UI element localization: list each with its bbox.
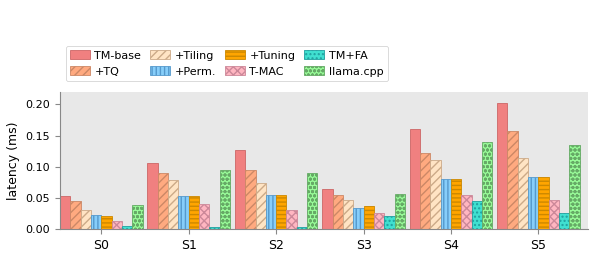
Bar <box>276 195 286 229</box>
Bar <box>158 173 168 229</box>
Bar <box>384 216 395 229</box>
Bar <box>70 201 80 229</box>
Bar <box>461 195 472 229</box>
Bar <box>569 145 580 229</box>
Bar <box>497 103 508 229</box>
Bar <box>538 177 549 229</box>
Bar <box>132 205 143 229</box>
Bar <box>91 215 101 229</box>
Bar <box>112 221 122 229</box>
Bar <box>60 196 70 229</box>
Bar <box>245 170 256 229</box>
Bar <box>168 180 178 229</box>
Bar <box>332 195 343 229</box>
Bar <box>410 129 420 229</box>
Bar <box>220 170 230 229</box>
Bar <box>420 153 430 229</box>
Bar <box>549 200 559 229</box>
Bar <box>322 189 332 229</box>
Bar <box>440 179 451 229</box>
Bar <box>430 160 440 229</box>
Bar <box>189 196 199 229</box>
Bar <box>235 150 245 229</box>
Bar <box>307 173 317 229</box>
Bar <box>364 206 374 229</box>
Bar <box>374 213 384 229</box>
Bar <box>178 196 189 229</box>
Bar <box>559 213 569 229</box>
Bar <box>395 194 405 229</box>
Bar <box>528 177 538 229</box>
Bar <box>80 210 91 229</box>
Bar <box>451 179 461 229</box>
Bar <box>286 210 297 229</box>
Bar <box>101 216 112 229</box>
Bar <box>122 226 132 229</box>
Bar <box>199 204 209 229</box>
Bar <box>297 227 307 229</box>
Bar <box>482 142 493 229</box>
Bar <box>472 201 482 229</box>
Bar <box>508 131 518 229</box>
Y-axis label: latency (ms): latency (ms) <box>7 121 20 200</box>
Bar <box>353 208 364 229</box>
Legend: TM-base, +TQ, +Tiling, +Perm., +Tuning, T-MAC, TM+FA, llama.cpp: TM-base, +TQ, +Tiling, +Perm., +Tuning, … <box>65 46 388 81</box>
Bar <box>266 195 276 229</box>
Bar <box>256 183 266 229</box>
Bar <box>209 227 220 229</box>
Bar <box>148 163 158 229</box>
Bar <box>518 158 528 229</box>
Bar <box>343 200 353 229</box>
